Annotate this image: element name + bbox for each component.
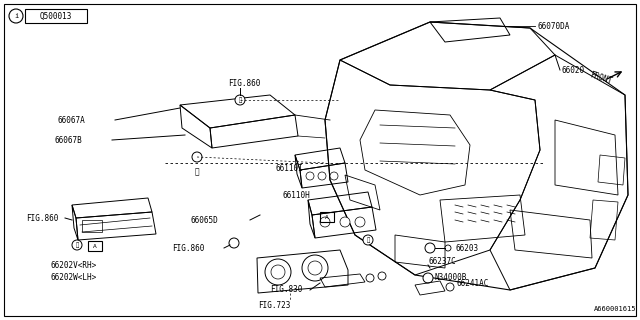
Bar xyxy=(25,9,87,23)
Text: ①: ① xyxy=(195,167,199,177)
Circle shape xyxy=(308,261,322,275)
Text: ①: ① xyxy=(76,242,79,248)
Text: A: A xyxy=(325,214,329,220)
Bar xyxy=(88,241,102,251)
Circle shape xyxy=(318,172,326,180)
Circle shape xyxy=(363,235,373,245)
Circle shape xyxy=(378,272,386,280)
Text: 66202V<RH>: 66202V<RH> xyxy=(50,260,96,269)
Text: N34000B: N34000B xyxy=(434,274,467,283)
Circle shape xyxy=(340,217,350,227)
Circle shape xyxy=(423,273,433,283)
Text: FIG.860: FIG.860 xyxy=(172,244,204,252)
Text: 66067B: 66067B xyxy=(54,135,82,145)
Text: 66070DA: 66070DA xyxy=(537,21,570,30)
Circle shape xyxy=(330,172,338,180)
Circle shape xyxy=(320,217,330,227)
Text: ①: ① xyxy=(366,237,370,243)
Text: FRONT: FRONT xyxy=(589,71,613,86)
Text: 66241AC: 66241AC xyxy=(456,279,488,289)
Text: A: A xyxy=(93,244,97,249)
Circle shape xyxy=(235,95,245,105)
Text: A660001615: A660001615 xyxy=(593,306,636,312)
Circle shape xyxy=(306,172,314,180)
Text: FIG.860: FIG.860 xyxy=(26,213,58,222)
Circle shape xyxy=(271,265,285,279)
Circle shape xyxy=(265,259,291,285)
Text: 66065D: 66065D xyxy=(190,215,218,225)
Text: FIG.830: FIG.830 xyxy=(270,285,302,294)
Circle shape xyxy=(446,283,454,291)
Bar xyxy=(82,220,102,232)
Text: FIG.723: FIG.723 xyxy=(258,301,291,310)
Text: 66237C: 66237C xyxy=(428,258,456,267)
Circle shape xyxy=(425,243,435,253)
Text: 66110H: 66110H xyxy=(282,190,310,199)
Bar xyxy=(320,212,334,222)
Text: 66202W<LH>: 66202W<LH> xyxy=(50,274,96,283)
Text: ①: ① xyxy=(238,97,242,103)
Circle shape xyxy=(355,217,365,227)
Text: 66067A: 66067A xyxy=(57,116,84,124)
Text: Q500013: Q500013 xyxy=(40,12,72,20)
Circle shape xyxy=(72,240,82,250)
Text: 66203: 66203 xyxy=(455,244,478,252)
Circle shape xyxy=(192,152,202,162)
Circle shape xyxy=(366,274,374,282)
Text: FIG.860: FIG.860 xyxy=(228,78,260,87)
Circle shape xyxy=(9,9,23,23)
Text: i: i xyxy=(14,13,18,19)
Circle shape xyxy=(229,238,239,248)
Text: 66110I: 66110I xyxy=(275,164,303,172)
Text: 66020: 66020 xyxy=(562,66,585,75)
Circle shape xyxy=(302,255,328,281)
Circle shape xyxy=(445,245,451,251)
